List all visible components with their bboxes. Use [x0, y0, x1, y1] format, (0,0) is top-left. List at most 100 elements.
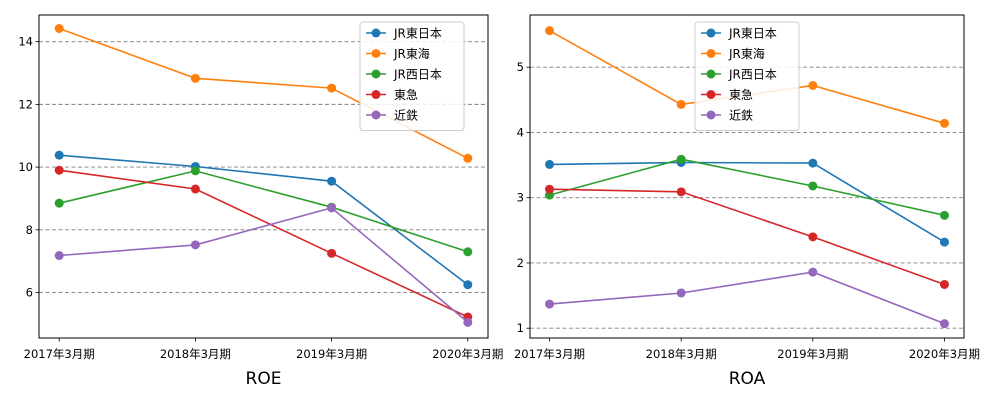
- roe-x-axis-title: ROE: [246, 369, 282, 389]
- roa-y-tick-label: 1: [517, 321, 524, 335]
- roa-y-tick-label: 4: [517, 125, 524, 139]
- roe-data-point: [54, 165, 64, 175]
- roe-series-5: [54, 203, 473, 327]
- roe-data-point: [54, 23, 64, 33]
- roa-y-tick-label: 3: [517, 191, 524, 205]
- roe-legend-label: JR東日本: [393, 27, 442, 41]
- roa-legend-entry: 近鉄: [701, 108, 753, 123]
- roa-series-line: [549, 158, 945, 217]
- roe-y-tick-label: 8: [26, 223, 33, 237]
- roa-data-point: [939, 237, 949, 247]
- roe-data-point: [327, 248, 337, 258]
- roe-data-point: [327, 203, 337, 213]
- roa-data-point: [808, 80, 818, 90]
- roa-legend-label: JR東日本: [728, 27, 777, 41]
- roe-y-tick-label: 14: [18, 35, 33, 49]
- roa-series-5: [545, 267, 949, 329]
- roe-plot-frame: [38, 14, 489, 339]
- roa-y-tick-label: 5: [517, 60, 524, 74]
- roe-legend-label: JR東海: [393, 46, 430, 61]
- roa-y-tick-label: 2: [517, 256, 524, 270]
- roe-data-point: [463, 153, 473, 163]
- roe-data-point: [190, 73, 200, 83]
- roe-legend-marker: [371, 90, 381, 99]
- roa-legend-marker: [706, 69, 716, 79]
- roa-legend-box: [694, 21, 800, 131]
- roe-data-point: [327, 176, 337, 186]
- roe-legend-entry: JR西日本: [366, 68, 442, 82]
- roe-legend-label: JR西日本: [393, 68, 442, 82]
- roa-legend-marker: [706, 110, 716, 120]
- roe-legend-label: 近鉄: [394, 108, 418, 123]
- roa-series-line: [549, 188, 945, 286]
- roe-legend-marker: [371, 69, 381, 79]
- roa-legend-entry: 東急: [701, 87, 753, 102]
- roe-chart: 6 8 10 12 14 2017年3月期 2018年3月期 2019年3月期 2020年3月期…: [18, 14, 503, 389]
- roe-series-line: [59, 207, 469, 323]
- roe-legend-entry: JR東海: [366, 46, 430, 61]
- roe-data-point: [190, 240, 200, 250]
- roe-data-point: [54, 198, 64, 208]
- roa-x-tick-label: 2017年3月期: [514, 347, 585, 361]
- roa-legend-marker: [706, 28, 716, 38]
- roa-legend-label: JR東海: [728, 46, 765, 61]
- roa-data-point: [939, 118, 949, 128]
- roa-data-point: [808, 158, 818, 168]
- roa-data-point: [808, 232, 818, 242]
- roa-legend-entry: JR東日本: [701, 27, 777, 41]
- roe-y-tick-label: 10: [18, 160, 33, 174]
- roe-series-line: [59, 169, 469, 318]
- roe-x-tick-label: 2017年3月期: [24, 347, 95, 361]
- roe-data-point: [463, 280, 473, 290]
- roa-data-point: [808, 181, 818, 191]
- roa-data-point: [545, 159, 555, 169]
- roe-legend-marker: [371, 49, 381, 58]
- roe-x-tick-label: 2019年3月期: [296, 347, 367, 361]
- roa-plot-frame: [529, 14, 965, 339]
- roe-data-point: [54, 251, 64, 261]
- roa-data-point: [676, 288, 686, 298]
- roa-legend-marker: [706, 49, 716, 58]
- roa-data-point: [939, 279, 949, 289]
- roa-data-point: [808, 267, 818, 277]
- roe-data-point: [54, 150, 64, 160]
- roe-series-line: [59, 170, 469, 253]
- roa-series-line: [549, 271, 945, 325]
- roe-legend-box: [359, 21, 465, 131]
- roe-x-tick-label: 2020年3月期: [432, 347, 503, 361]
- roa-data-point: [676, 154, 686, 164]
- roe-data-point: [463, 247, 473, 257]
- roe-series-3: [54, 166, 473, 257]
- roe-legend-entry: JR東日本: [366, 27, 442, 41]
- roa-data-point: [939, 319, 949, 329]
- roa-x-tick-label: 2020年3月期: [909, 347, 980, 361]
- roa-series-line: [549, 161, 945, 243]
- roe-series-1: [54, 150, 473, 290]
- roa-chart: 1 2 3 4 5 2017年3月期 2018年3月期 2019年3月期 2020年3月期 ROA…: [514, 14, 980, 389]
- roa-legend-label: 近鉄: [729, 108, 753, 123]
- roa-data-point: [545, 299, 555, 309]
- roa-legend-entry: JR西日本: [701, 68, 777, 82]
- roa-legend-label: JR西日本: [728, 68, 777, 82]
- roa-data-point: [676, 187, 686, 197]
- roa-x-axis-title: ROA: [729, 369, 766, 389]
- roa-data-point: [939, 210, 949, 220]
- roe-legend-marker: [371, 28, 381, 38]
- roa-legend-label: 東急: [729, 87, 753, 102]
- roe-data-point: [190, 166, 200, 176]
- roe-legend-label: 東急: [394, 87, 418, 102]
- roe-data-point: [190, 184, 200, 194]
- roe-data-point: [327, 83, 337, 93]
- roe-x-tick-label: 2018年3月期: [160, 347, 231, 361]
- roa-data-point: [676, 99, 686, 109]
- roa-series-3: [545, 154, 949, 220]
- roe-legend-entry: 近鉄: [366, 108, 418, 123]
- roa-series-4: [545, 184, 949, 289]
- roa-x-tick-label: 2019年3月期: [777, 347, 848, 361]
- roe-legend-entry: 東急: [366, 87, 418, 102]
- roe-y-tick-label: 12: [18, 97, 33, 111]
- roa-legend-marker: [706, 90, 716, 99]
